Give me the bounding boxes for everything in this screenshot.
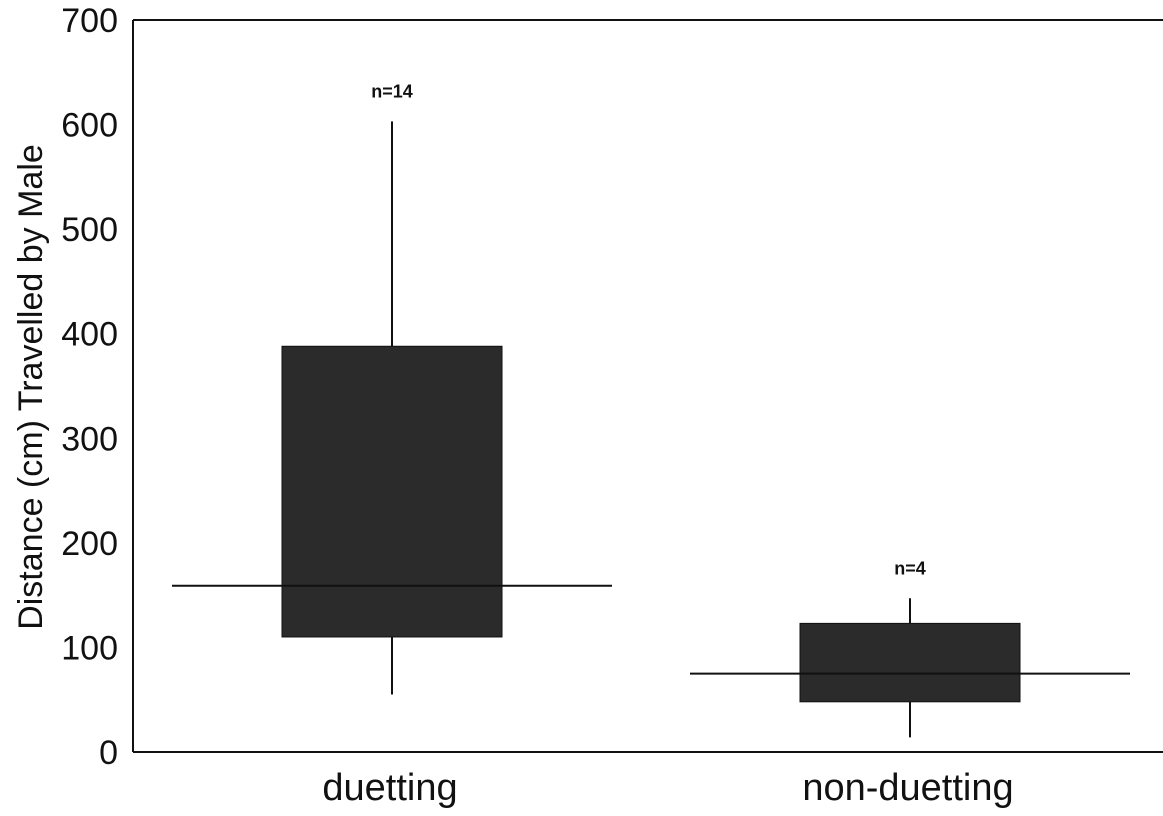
y-tick-label: 200 xyxy=(61,525,118,563)
y-tick-label: 600 xyxy=(61,107,118,145)
y-tick-label: 500 xyxy=(61,211,118,249)
box-group-non-duetting: n=4 xyxy=(690,558,1130,738)
y-tick-label: 700 xyxy=(61,2,118,40)
sample-size-label: n=4 xyxy=(894,558,926,578)
y-tick-label: 0 xyxy=(99,734,118,772)
x-category-label: duetting xyxy=(322,767,457,809)
y-tick-label: 100 xyxy=(61,629,118,667)
interquartile-box xyxy=(799,622,1021,703)
x-category-label: non-duetting xyxy=(802,767,1013,809)
box-groups: n=14 n=4 xyxy=(172,81,1130,738)
interquartile-box xyxy=(281,345,503,638)
y-axis-ticks: 0 100 200 300 400 500 600 700 xyxy=(61,2,118,772)
box-group-duetting: n=14 xyxy=(172,81,612,695)
x-axis-category-labels: duetting non-duetting xyxy=(322,767,1013,809)
plot-frame xyxy=(132,19,1163,753)
sample-size-label: n=14 xyxy=(371,81,413,101)
y-tick-label: 400 xyxy=(61,316,118,354)
y-axis-title: Distance (cm) Travelled by Male xyxy=(12,144,50,630)
y-tick-label: 300 xyxy=(61,420,118,458)
